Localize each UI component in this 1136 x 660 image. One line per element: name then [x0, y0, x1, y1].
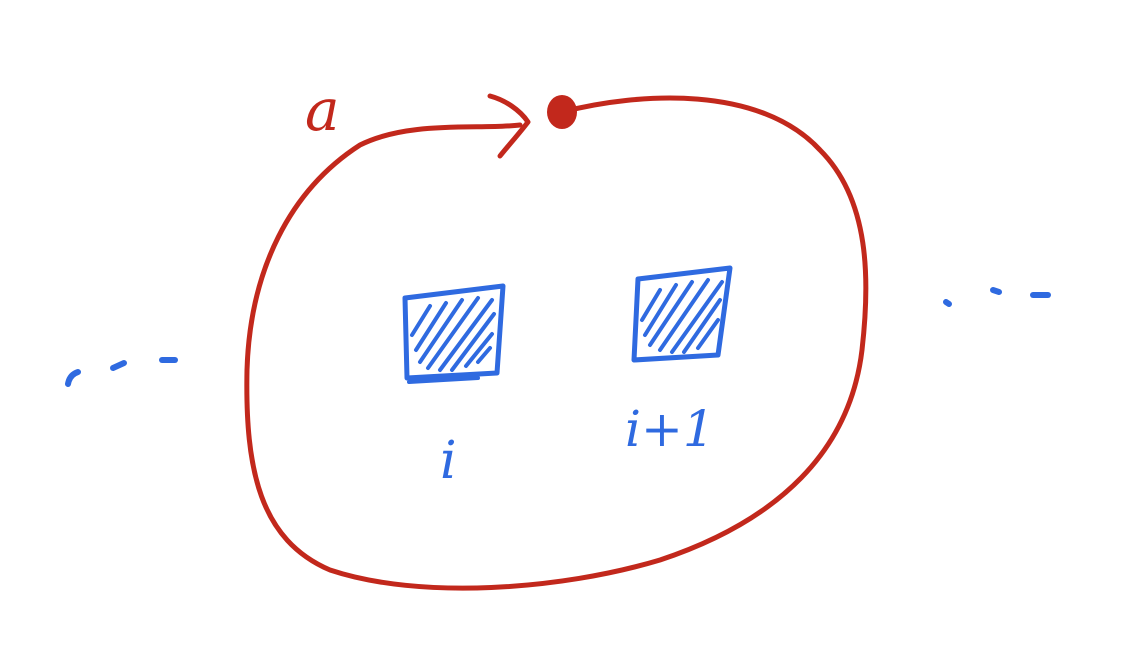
site-i-plus-1-box: [631, 265, 733, 363]
loop-label: a: [305, 76, 340, 144]
site-label-i: i: [440, 431, 457, 491]
loop-path: [244, 95, 869, 591]
base-point-dot: [547, 95, 577, 129]
site-label-i-plus-1: i+1: [625, 400, 715, 458]
loop-arrowhead: [487, 93, 531, 159]
site-i-box: [402, 283, 506, 384]
site-i-hatching: [410, 296, 496, 372]
ellipsis-left: [65, 357, 178, 387]
ellipsis-right: [943, 287, 1051, 307]
site-i-plus-1-hatching: [640, 278, 724, 354]
